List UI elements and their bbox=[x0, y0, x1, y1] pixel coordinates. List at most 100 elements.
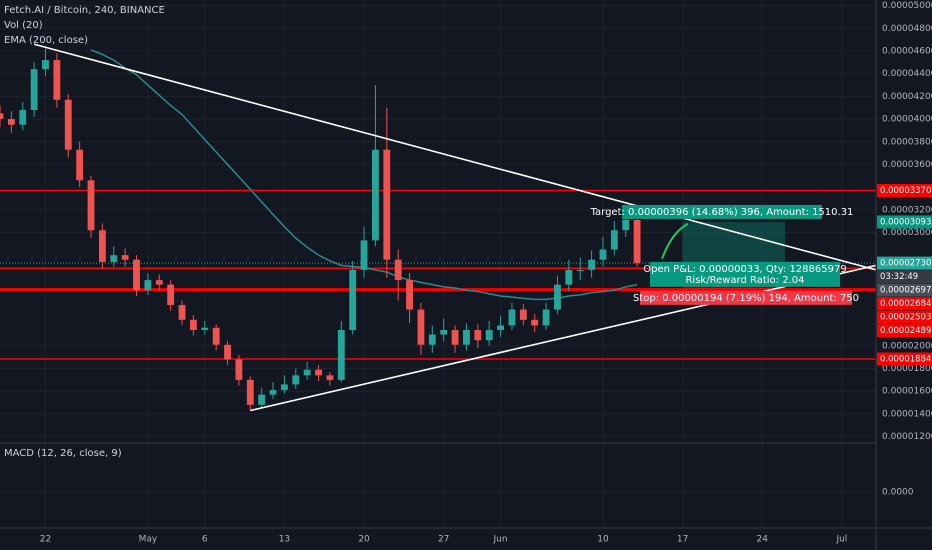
grid bbox=[0, 0, 876, 528]
candle-body bbox=[417, 309, 425, 345]
candle-body bbox=[0, 113, 4, 120]
indicator-label: EMA (200, close) bbox=[4, 35, 88, 46]
candle-body bbox=[269, 390, 277, 395]
x-tick-label: 13 bbox=[279, 535, 290, 545]
candle-body bbox=[622, 220, 630, 231]
candle-body bbox=[155, 280, 163, 285]
candle-body bbox=[565, 269, 573, 285]
price-label-box bbox=[877, 215, 932, 229]
candle-body bbox=[258, 394, 266, 405]
price-label-box bbox=[877, 310, 932, 324]
y-tick-label: 0.00001600 bbox=[882, 387, 932, 397]
y-tick-label: 0.00003600 bbox=[882, 160, 932, 170]
overlay: Target: 0.00000396 (14.68%) 396, Amount:… bbox=[590, 184, 932, 366]
candle-body bbox=[76, 149, 84, 181]
candle-body bbox=[519, 309, 527, 320]
candle-body bbox=[474, 330, 482, 341]
candle-body bbox=[303, 369, 311, 376]
candle-body bbox=[485, 330, 493, 341]
candle-body bbox=[281, 384, 288, 391]
candle-body bbox=[292, 375, 300, 385]
price-label: 0.00002489 bbox=[880, 326, 931, 336]
y-tick-label: 0.00003200 bbox=[882, 205, 932, 215]
candle-body bbox=[542, 309, 550, 326]
x-tick-label: 20 bbox=[358, 535, 370, 545]
candle-body bbox=[508, 309, 516, 326]
target-box bbox=[622, 204, 822, 219]
price-label: 0.00003093 bbox=[880, 217, 931, 227]
trendline bbox=[33, 43, 877, 271]
candle-body bbox=[30, 69, 38, 110]
candle-body bbox=[178, 305, 186, 320]
candle-body bbox=[428, 334, 436, 345]
rr-label: Risk/Reward Ratio: 2.04 bbox=[685, 275, 804, 286]
x-tick-label: 27 bbox=[438, 535, 449, 545]
candle-body bbox=[133, 259, 140, 291]
symbol-title: Fetch.AI / Bitcoin, 240, BINANCE bbox=[4, 5, 165, 16]
profit-zone bbox=[682, 221, 785, 267]
y-tick-label: 0.00004400 bbox=[882, 69, 932, 79]
candle-body bbox=[121, 255, 129, 260]
stop-box bbox=[640, 290, 852, 305]
price-label: 0.00002697 bbox=[880, 286, 931, 296]
candle-body bbox=[189, 319, 197, 330]
y-tick-label: 0.00003000 bbox=[882, 228, 932, 238]
candle-body bbox=[64, 99, 72, 150]
x-tick-label: Jul bbox=[835, 535, 847, 545]
candle-body bbox=[372, 149, 379, 241]
trendline bbox=[250, 264, 877, 412]
price-label-box bbox=[877, 184, 932, 198]
candle-body bbox=[224, 344, 231, 360]
candle-body bbox=[201, 327, 209, 330]
pnl-box bbox=[650, 261, 840, 287]
x-tick-label: 6 bbox=[202, 535, 208, 545]
candle-body bbox=[235, 359, 243, 380]
candle-body bbox=[87, 180, 95, 231]
y-tick-label: 0.00001200 bbox=[882, 432, 932, 442]
candle-body bbox=[440, 330, 448, 335]
candle-body bbox=[463, 330, 470, 345]
price-label: 0.00003370 bbox=[880, 186, 931, 196]
candle-body bbox=[588, 259, 595, 270]
candle-body bbox=[98, 230, 106, 262]
price-label: 0.00001884 bbox=[880, 355, 931, 365]
candle-body bbox=[315, 369, 322, 376]
countdown-label-box bbox=[877, 270, 932, 284]
target-label: Target: 0.00000396 (14.68%) 396, Amount:… bbox=[590, 207, 854, 218]
candle-body bbox=[53, 60, 61, 100]
candle-body bbox=[349, 269, 357, 330]
candle-body bbox=[246, 379, 254, 405]
price-label-box bbox=[877, 256, 932, 270]
x-tick-label: May bbox=[139, 535, 158, 545]
candle-body bbox=[212, 327, 220, 345]
macd-tick-label: 0.0000 bbox=[882, 488, 914, 498]
y-tick-label: 0.00005000 bbox=[882, 1, 932, 11]
x-tick-label: 10 bbox=[597, 535, 609, 545]
candle-body bbox=[610, 230, 618, 250]
price-label-box bbox=[877, 324, 932, 338]
y-tick-label: 0.00002000 bbox=[882, 341, 932, 351]
target-arrow bbox=[661, 223, 689, 260]
candle-body bbox=[326, 375, 334, 380]
candle-body bbox=[497, 325, 504, 330]
y-tick-label: 0.00004800 bbox=[882, 24, 932, 34]
price-label-box bbox=[877, 352, 932, 366]
candle-body bbox=[531, 319, 539, 326]
price-label: 0.00002503 bbox=[880, 313, 931, 323]
stop-label: Stop: 0.00000194 (7.19%) 194, Amount: 75… bbox=[633, 293, 859, 304]
candle-body bbox=[599, 249, 607, 260]
candle-body bbox=[167, 284, 175, 306]
candle-body bbox=[406, 280, 413, 310]
candle-body bbox=[576, 269, 584, 271]
price-axis: 0.00005000 0.00004800 0.00004600 0.00004400… bbox=[40, 1, 932, 544]
y-tick-label: 0.00004600 bbox=[882, 47, 932, 57]
candle-body bbox=[451, 330, 459, 345]
candle-body bbox=[144, 280, 152, 291]
price-label: 0.00002684 bbox=[880, 299, 931, 309]
price-label-box bbox=[877, 297, 932, 311]
candle-body bbox=[383, 149, 391, 260]
y-tick-label: 0.00001400 bbox=[882, 409, 932, 419]
y-tick-label: 0.00001800 bbox=[882, 364, 932, 374]
price-label: 0.00002730 bbox=[880, 259, 931, 269]
